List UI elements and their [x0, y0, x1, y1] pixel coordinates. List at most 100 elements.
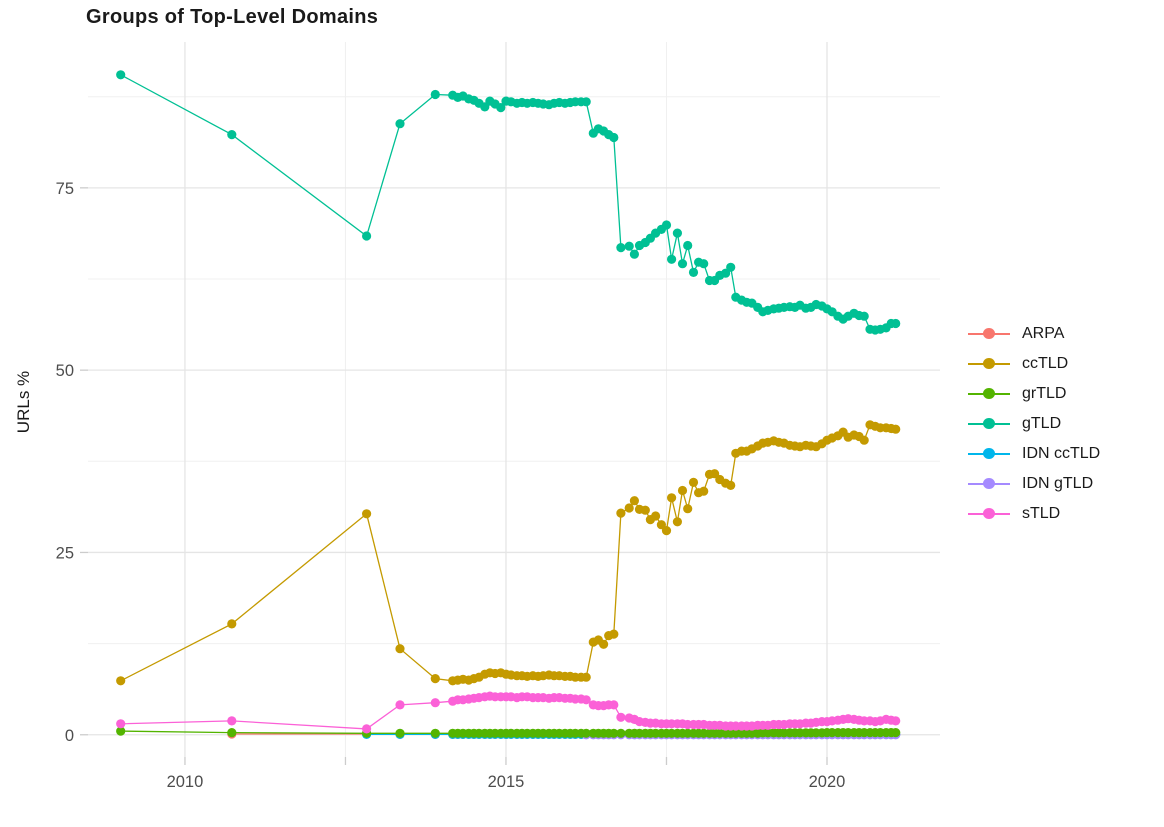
legend-label-arpa: ARPA [1022, 325, 1065, 342]
data-point-gtld [624, 241, 634, 251]
legend-dot-stld [983, 508, 995, 519]
data-point-cctld [362, 509, 372, 519]
legend-key-arpa-icon [968, 328, 1010, 340]
data-point-cctld [859, 435, 869, 445]
y-tick-label: 25 [56, 544, 74, 562]
data-point-cctld [609, 629, 619, 639]
data-point-grtld [395, 728, 405, 738]
legend-key-idn-cctld-icon [968, 448, 1010, 460]
legend-dot-cctld [983, 358, 995, 369]
data-point-cctld [667, 493, 677, 503]
data-point-gtld [667, 254, 677, 264]
legend-item-grtld: grTLD [968, 379, 1100, 409]
legend-label-idn-gtld: IDN gTLD [1022, 475, 1094, 492]
data-point-cctld [688, 477, 699, 487]
data-point-stld [362, 724, 372, 734]
legend-key-gtld-icon [968, 418, 1010, 430]
legend-dot-gtld [983, 418, 995, 429]
y-tick-label: 50 [56, 362, 74, 380]
data-point-grtld [616, 728, 626, 738]
legend-dot-idn-cctld [983, 448, 995, 459]
data-point-grtld [430, 728, 440, 738]
data-point-stld [116, 719, 126, 729]
legend-item-idn-cctld: IDN ccTLD [968, 439, 1100, 469]
data-point-cctld [581, 672, 591, 682]
x-tick-label: 2020 [809, 773, 846, 791]
data-point-gtld [672, 228, 683, 238]
data-point-stld [891, 716, 901, 726]
data-point-cctld [651, 511, 661, 521]
legend-item-idn-gtld: IDN gTLD [968, 469, 1100, 499]
data-point-gtld [699, 259, 709, 269]
y-tick-label: 75 [56, 180, 74, 198]
series-line-gtld [120, 74, 896, 331]
data-point-cctld [616, 508, 626, 518]
data-point-cctld [116, 676, 126, 686]
data-point-cctld [726, 480, 736, 490]
data-point-gtld [726, 262, 736, 272]
data-point-cctld [629, 496, 640, 506]
data-point-gtld [395, 119, 405, 129]
legend-key-cctld-icon [968, 358, 1010, 370]
data-point-grtld [116, 726, 126, 736]
data-point-stld [581, 695, 591, 705]
data-point-gtld [362, 231, 372, 241]
data-point-gtld [496, 103, 506, 113]
data-point-gtld [859, 311, 869, 321]
data-point-gtld [688, 267, 699, 277]
legend-dot-grtld [983, 388, 995, 399]
legend-label-grtld: grTLD [1022, 385, 1067, 402]
legend-dot-idn-gtld [983, 478, 995, 489]
x-tick-label: 2015 [488, 773, 525, 791]
legend-key-grtld-icon [968, 388, 1010, 400]
data-point-gtld [616, 243, 626, 253]
data-point-grtld [227, 728, 237, 738]
legend: ARPA ccTLD grTLD gTLD IDN ccTLD IDN gTLD sTLD [968, 319, 1100, 529]
y-tick-label: 0 [65, 727, 74, 745]
data-point-cctld [661, 526, 672, 536]
legend-dot-arpa [983, 328, 995, 339]
data-point-cctld [672, 517, 683, 527]
chart-title: Groups of Top-Level Domains [86, 6, 379, 28]
data-point-cctld [599, 639, 609, 649]
data-point-grtld [581, 728, 591, 738]
data-point-gtld [430, 89, 440, 100]
data-point-gtld [581, 97, 591, 107]
data-point-gtld [116, 70, 126, 80]
data-point-gtld [227, 130, 237, 140]
data-point-cctld [227, 619, 237, 629]
data-point-cctld [683, 504, 693, 514]
data-point-gtld [629, 249, 640, 259]
legend-item-gtld: gTLD [968, 409, 1100, 439]
legend-label-idn-cctld: IDN ccTLD [1022, 445, 1101, 462]
x-tick-label: 2010 [167, 773, 204, 791]
legend-label-stld: sTLD [1022, 505, 1061, 522]
legend-item-arpa: ARPA [968, 319, 1100, 349]
data-point-stld [609, 700, 619, 710]
data-point-gtld [661, 220, 672, 230]
data-point-grtld [891, 728, 901, 738]
data-point-stld [395, 700, 405, 710]
data-point-grtld [609, 728, 619, 738]
data-point-stld [227, 716, 237, 726]
data-point-cctld [624, 503, 634, 513]
legend-key-stld-icon [968, 508, 1010, 520]
data-point-cctld [430, 674, 440, 684]
data-point-cctld [699, 486, 709, 496]
data-point-gtld [677, 259, 688, 269]
legend-item-stld: sTLD [968, 499, 1100, 529]
legend-label-gtld: gTLD [1022, 415, 1062, 432]
legend-key-idn-gtld-icon [968, 478, 1010, 490]
data-point-gtld [683, 240, 693, 251]
data-point-gtld [891, 318, 901, 329]
data-point-stld [616, 712, 626, 722]
data-point-gtld [609, 132, 619, 143]
data-point-cctld [677, 485, 688, 496]
legend-label-cctld: ccTLD [1022, 355, 1069, 372]
data-point-stld [430, 698, 440, 708]
data-point-cctld [891, 424, 901, 434]
data-point-cctld [395, 644, 405, 654]
data-point-cctld [640, 505, 650, 515]
